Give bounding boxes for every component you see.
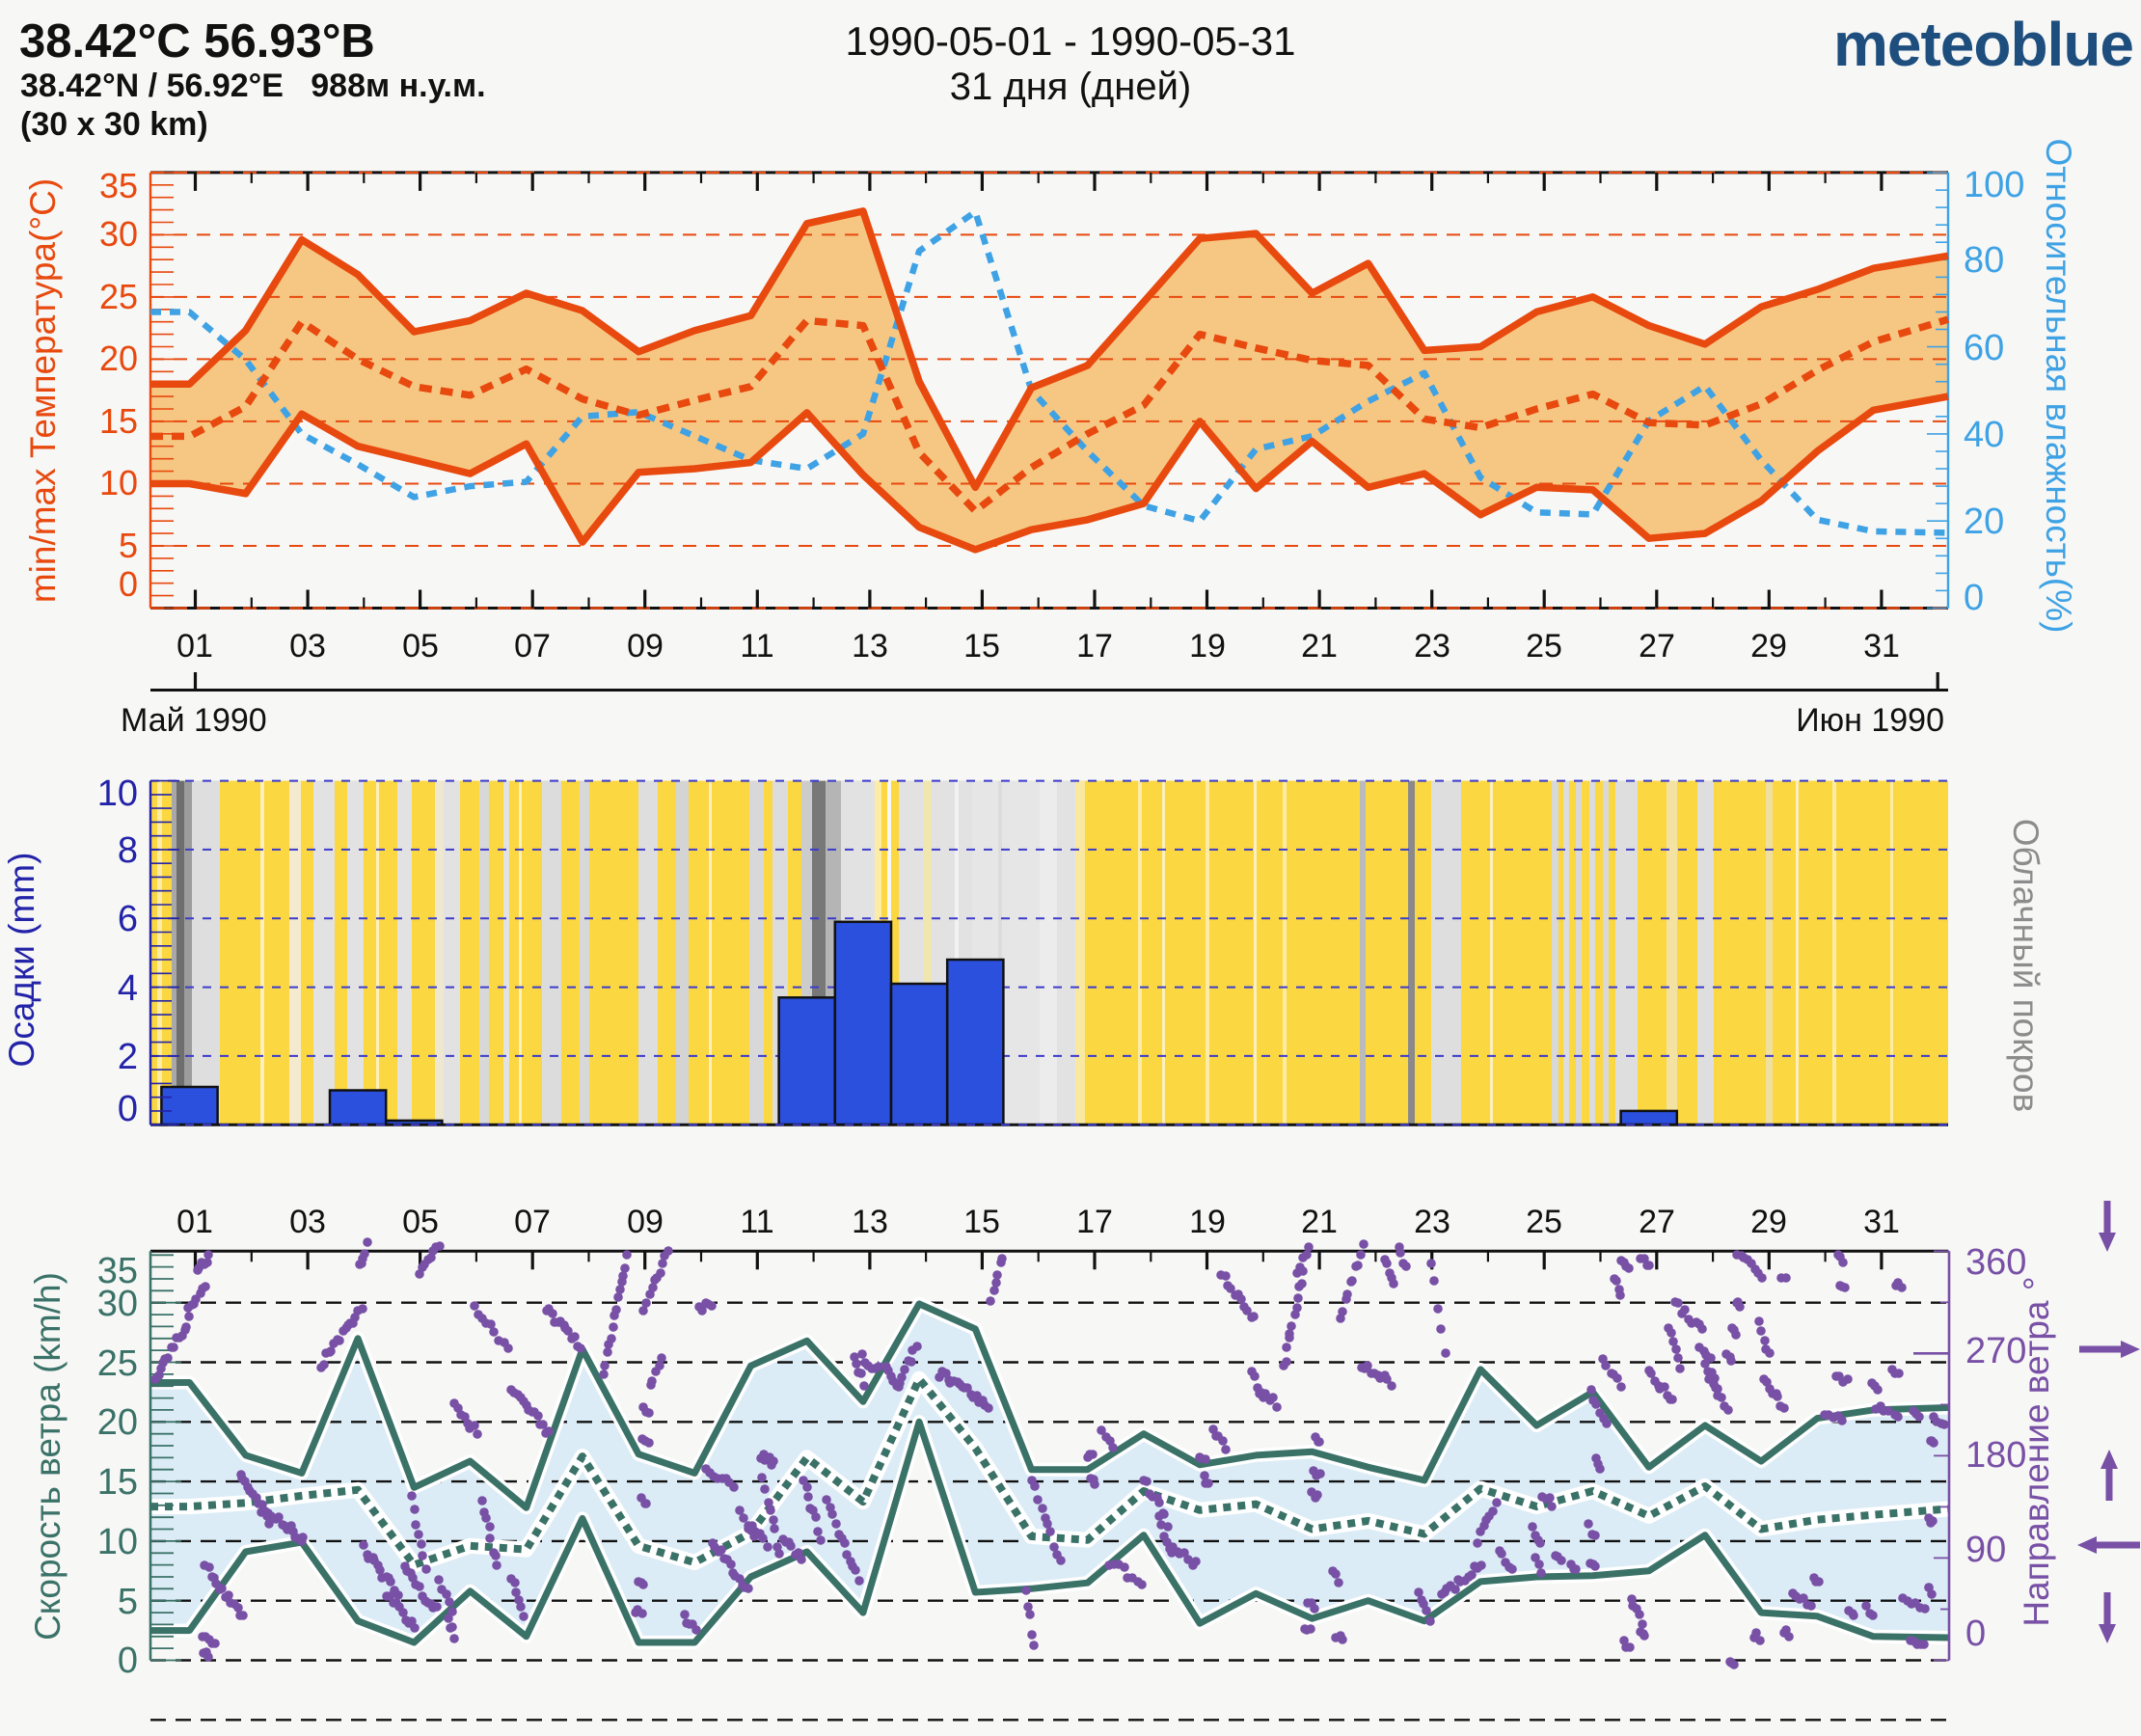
svg-text:27: 27 bbox=[1639, 1204, 1675, 1240]
svg-text:6: 6 bbox=[118, 899, 138, 939]
svg-text:10: 10 bbox=[97, 773, 138, 814]
svg-text:Скорость ветра (km/h): Скорость ветра (km/h) bbox=[28, 1272, 68, 1641]
svg-text:01: 01 bbox=[176, 628, 213, 665]
svg-text:30: 30 bbox=[97, 1284, 138, 1324]
svg-text:15: 15 bbox=[963, 1204, 1000, 1240]
svg-text:25: 25 bbox=[97, 1343, 138, 1384]
svg-text:360: 360 bbox=[1965, 1242, 2026, 1283]
svg-text:0: 0 bbox=[1965, 1614, 1986, 1654]
svg-text:Май 1990: Май 1990 bbox=[121, 702, 267, 739]
svg-text:09: 09 bbox=[627, 1204, 664, 1240]
svg-text:07: 07 bbox=[514, 628, 551, 665]
svg-text:21: 21 bbox=[1301, 1204, 1338, 1240]
svg-text:60: 60 bbox=[1964, 328, 2004, 368]
svg-text:07: 07 bbox=[514, 1204, 551, 1240]
svg-text:31 дня (дней): 31 дня (дней) bbox=[950, 66, 1191, 108]
svg-text:270: 270 bbox=[1965, 1331, 2026, 1371]
svg-text:11: 11 bbox=[740, 628, 773, 665]
svg-text:15: 15 bbox=[99, 401, 138, 441]
svg-text:5: 5 bbox=[119, 526, 138, 565]
svg-text:Облачный покров: Облачный покров bbox=[2006, 819, 2046, 1113]
svg-text:38.42°N / 56.92°E 988м н.у.м: 38.42°N / 56.92°E 988м н.у.м. bbox=[20, 68, 486, 104]
svg-text:Июн 1990: Июн 1990 bbox=[1796, 702, 1944, 739]
svg-text:25: 25 bbox=[99, 277, 138, 316]
svg-text:31: 31 bbox=[1863, 1204, 1900, 1240]
svg-text:40: 40 bbox=[1964, 415, 2004, 455]
svg-text:09: 09 bbox=[627, 628, 664, 665]
svg-text:Осадки (mm): Осадки (mm) bbox=[2, 853, 41, 1068]
svg-text:1990-05-01 - 1990-05-31: 1990-05-01 - 1990-05-31 bbox=[845, 18, 1295, 64]
svg-text:29: 29 bbox=[1750, 628, 1787, 665]
svg-text:19: 19 bbox=[1189, 1204, 1226, 1240]
svg-text:8: 8 bbox=[118, 830, 138, 871]
svg-text:5: 5 bbox=[118, 1582, 138, 1622]
svg-text:35: 35 bbox=[97, 1251, 138, 1291]
svg-text:(30 x 30 km): (30 x 30 km) bbox=[20, 106, 208, 143]
svg-text:15: 15 bbox=[963, 628, 1000, 665]
svg-text:10: 10 bbox=[97, 1522, 138, 1562]
svg-text:23: 23 bbox=[1414, 628, 1450, 665]
svg-text:01: 01 bbox=[176, 1204, 213, 1240]
svg-text:03: 03 bbox=[289, 1204, 326, 1240]
svg-text:30: 30 bbox=[99, 214, 138, 254]
svg-text:38.42°C 56.93°B: 38.42°C 56.93°B bbox=[19, 15, 375, 68]
svg-text:0: 0 bbox=[118, 1641, 138, 1681]
svg-text:17: 17 bbox=[1076, 1204, 1113, 1240]
svg-text:2: 2 bbox=[118, 1037, 138, 1077]
svg-text:03: 03 bbox=[289, 628, 326, 665]
svg-text:17: 17 bbox=[1076, 628, 1113, 665]
svg-text:25: 25 bbox=[1526, 628, 1562, 665]
svg-text:min/max Температура(°C): min/max Температура(°C) bbox=[23, 178, 63, 603]
svg-text:13: 13 bbox=[852, 1204, 888, 1240]
svg-text:0: 0 bbox=[118, 1089, 138, 1129]
svg-text:31: 31 bbox=[1863, 628, 1900, 665]
svg-text:15: 15 bbox=[97, 1462, 138, 1503]
svg-text:13: 13 bbox=[852, 628, 888, 665]
svg-text:4: 4 bbox=[118, 968, 138, 1009]
svg-text:meteoblue: meteoblue bbox=[1833, 10, 2133, 79]
svg-text:25: 25 bbox=[1526, 1204, 1562, 1240]
svg-text:20: 20 bbox=[97, 1402, 138, 1443]
svg-text:90: 90 bbox=[1965, 1530, 2006, 1570]
svg-text:05: 05 bbox=[402, 628, 439, 665]
svg-text:20: 20 bbox=[1964, 502, 2004, 542]
svg-text:100: 100 bbox=[1964, 165, 2024, 205]
svg-text:29: 29 bbox=[1750, 1204, 1787, 1240]
svg-text:19: 19 bbox=[1189, 628, 1226, 665]
svg-text:05: 05 bbox=[402, 1204, 439, 1240]
svg-text:11: 11 bbox=[740, 1204, 773, 1240]
svg-text:Относительная влажность(%): Относительная влажность(%) bbox=[2039, 139, 2078, 634]
svg-text:23: 23 bbox=[1414, 1204, 1450, 1240]
svg-text:0: 0 bbox=[1964, 578, 1984, 618]
svg-text:Направление ветра °: Направление ветра ° bbox=[2017, 1276, 2056, 1626]
svg-text:21: 21 bbox=[1301, 628, 1338, 665]
svg-text:35: 35 bbox=[99, 166, 138, 205]
svg-text:10: 10 bbox=[99, 463, 138, 502]
svg-text:20: 20 bbox=[99, 339, 138, 378]
svg-text:0: 0 bbox=[119, 564, 138, 604]
svg-text:80: 80 bbox=[1964, 240, 2004, 281]
svg-text:180: 180 bbox=[1965, 1435, 2026, 1476]
svg-text:27: 27 bbox=[1639, 628, 1675, 665]
